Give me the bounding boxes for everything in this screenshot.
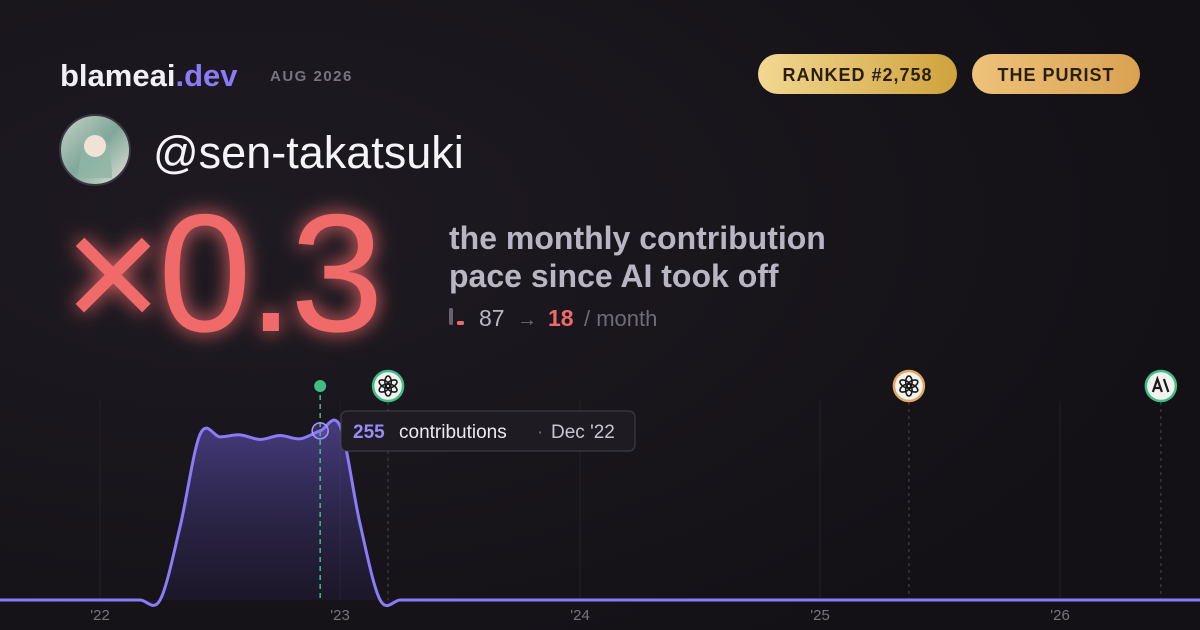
- rank-badge: [758, 54, 957, 94]
- brand-tld: .dev: [175, 58, 238, 93]
- x-tick-label: '23: [330, 607, 350, 624]
- x-tick-label: '25: [810, 607, 830, 624]
- tooltip-unit: contributions: [399, 422, 507, 443]
- period: AUG 2026: [270, 68, 353, 85]
- area-line: [0, 418, 1200, 608]
- description-line: pace since AI took off: [449, 258, 779, 294]
- event-glyph: [378, 375, 398, 397]
- description-line: the monthly contribution: [449, 220, 826, 256]
- pace-arrow: →: [517, 309, 537, 331]
- pace-unit: / month: [584, 306, 657, 331]
- event-glyph-petal: [899, 379, 912, 389]
- multiplier: ×0.3: [64, 179, 380, 367]
- title-badge: [972, 54, 1140, 94]
- event-glyph-petal: [378, 379, 391, 389]
- x-tick-label: '24: [570, 607, 590, 624]
- tooltip-value: 255: [353, 422, 385, 443]
- area-fill: [0, 419, 1200, 606]
- event-icon: [892, 369, 926, 403]
- brand-name: blameai: [60, 58, 175, 93]
- event-glyph: [1151, 375, 1170, 393]
- rank-badge-text: RANKED #2,758: [782, 65, 932, 85]
- tooltip-box: [340, 410, 636, 452]
- tooltip-separator: ·: [537, 422, 543, 443]
- pace-icon-bar: [449, 308, 453, 325]
- event-icon: [371, 369, 405, 403]
- hover-dot: [314, 380, 327, 392]
- chart: '22 '23 '24 '25 '26 255 contributions · Dec '22: [0, 369, 1200, 624]
- brand: blameai.dev: [60, 58, 238, 93]
- x-tick-label: '26: [1050, 607, 1070, 624]
- pace-before: 87: [479, 305, 505, 331]
- pace-after: 18: [548, 305, 574, 331]
- pace-icon-dot: [457, 321, 464, 325]
- username: @sen-takatsuki: [153, 127, 464, 178]
- x-tick-label: '22: [90, 607, 110, 624]
- avatar-face: [84, 135, 106, 157]
- title-badge-text: THE PURIST: [997, 65, 1114, 85]
- event-glyph: [899, 375, 919, 397]
- tooltip-label: Dec '22: [551, 422, 615, 443]
- hover-point: [311, 422, 329, 440]
